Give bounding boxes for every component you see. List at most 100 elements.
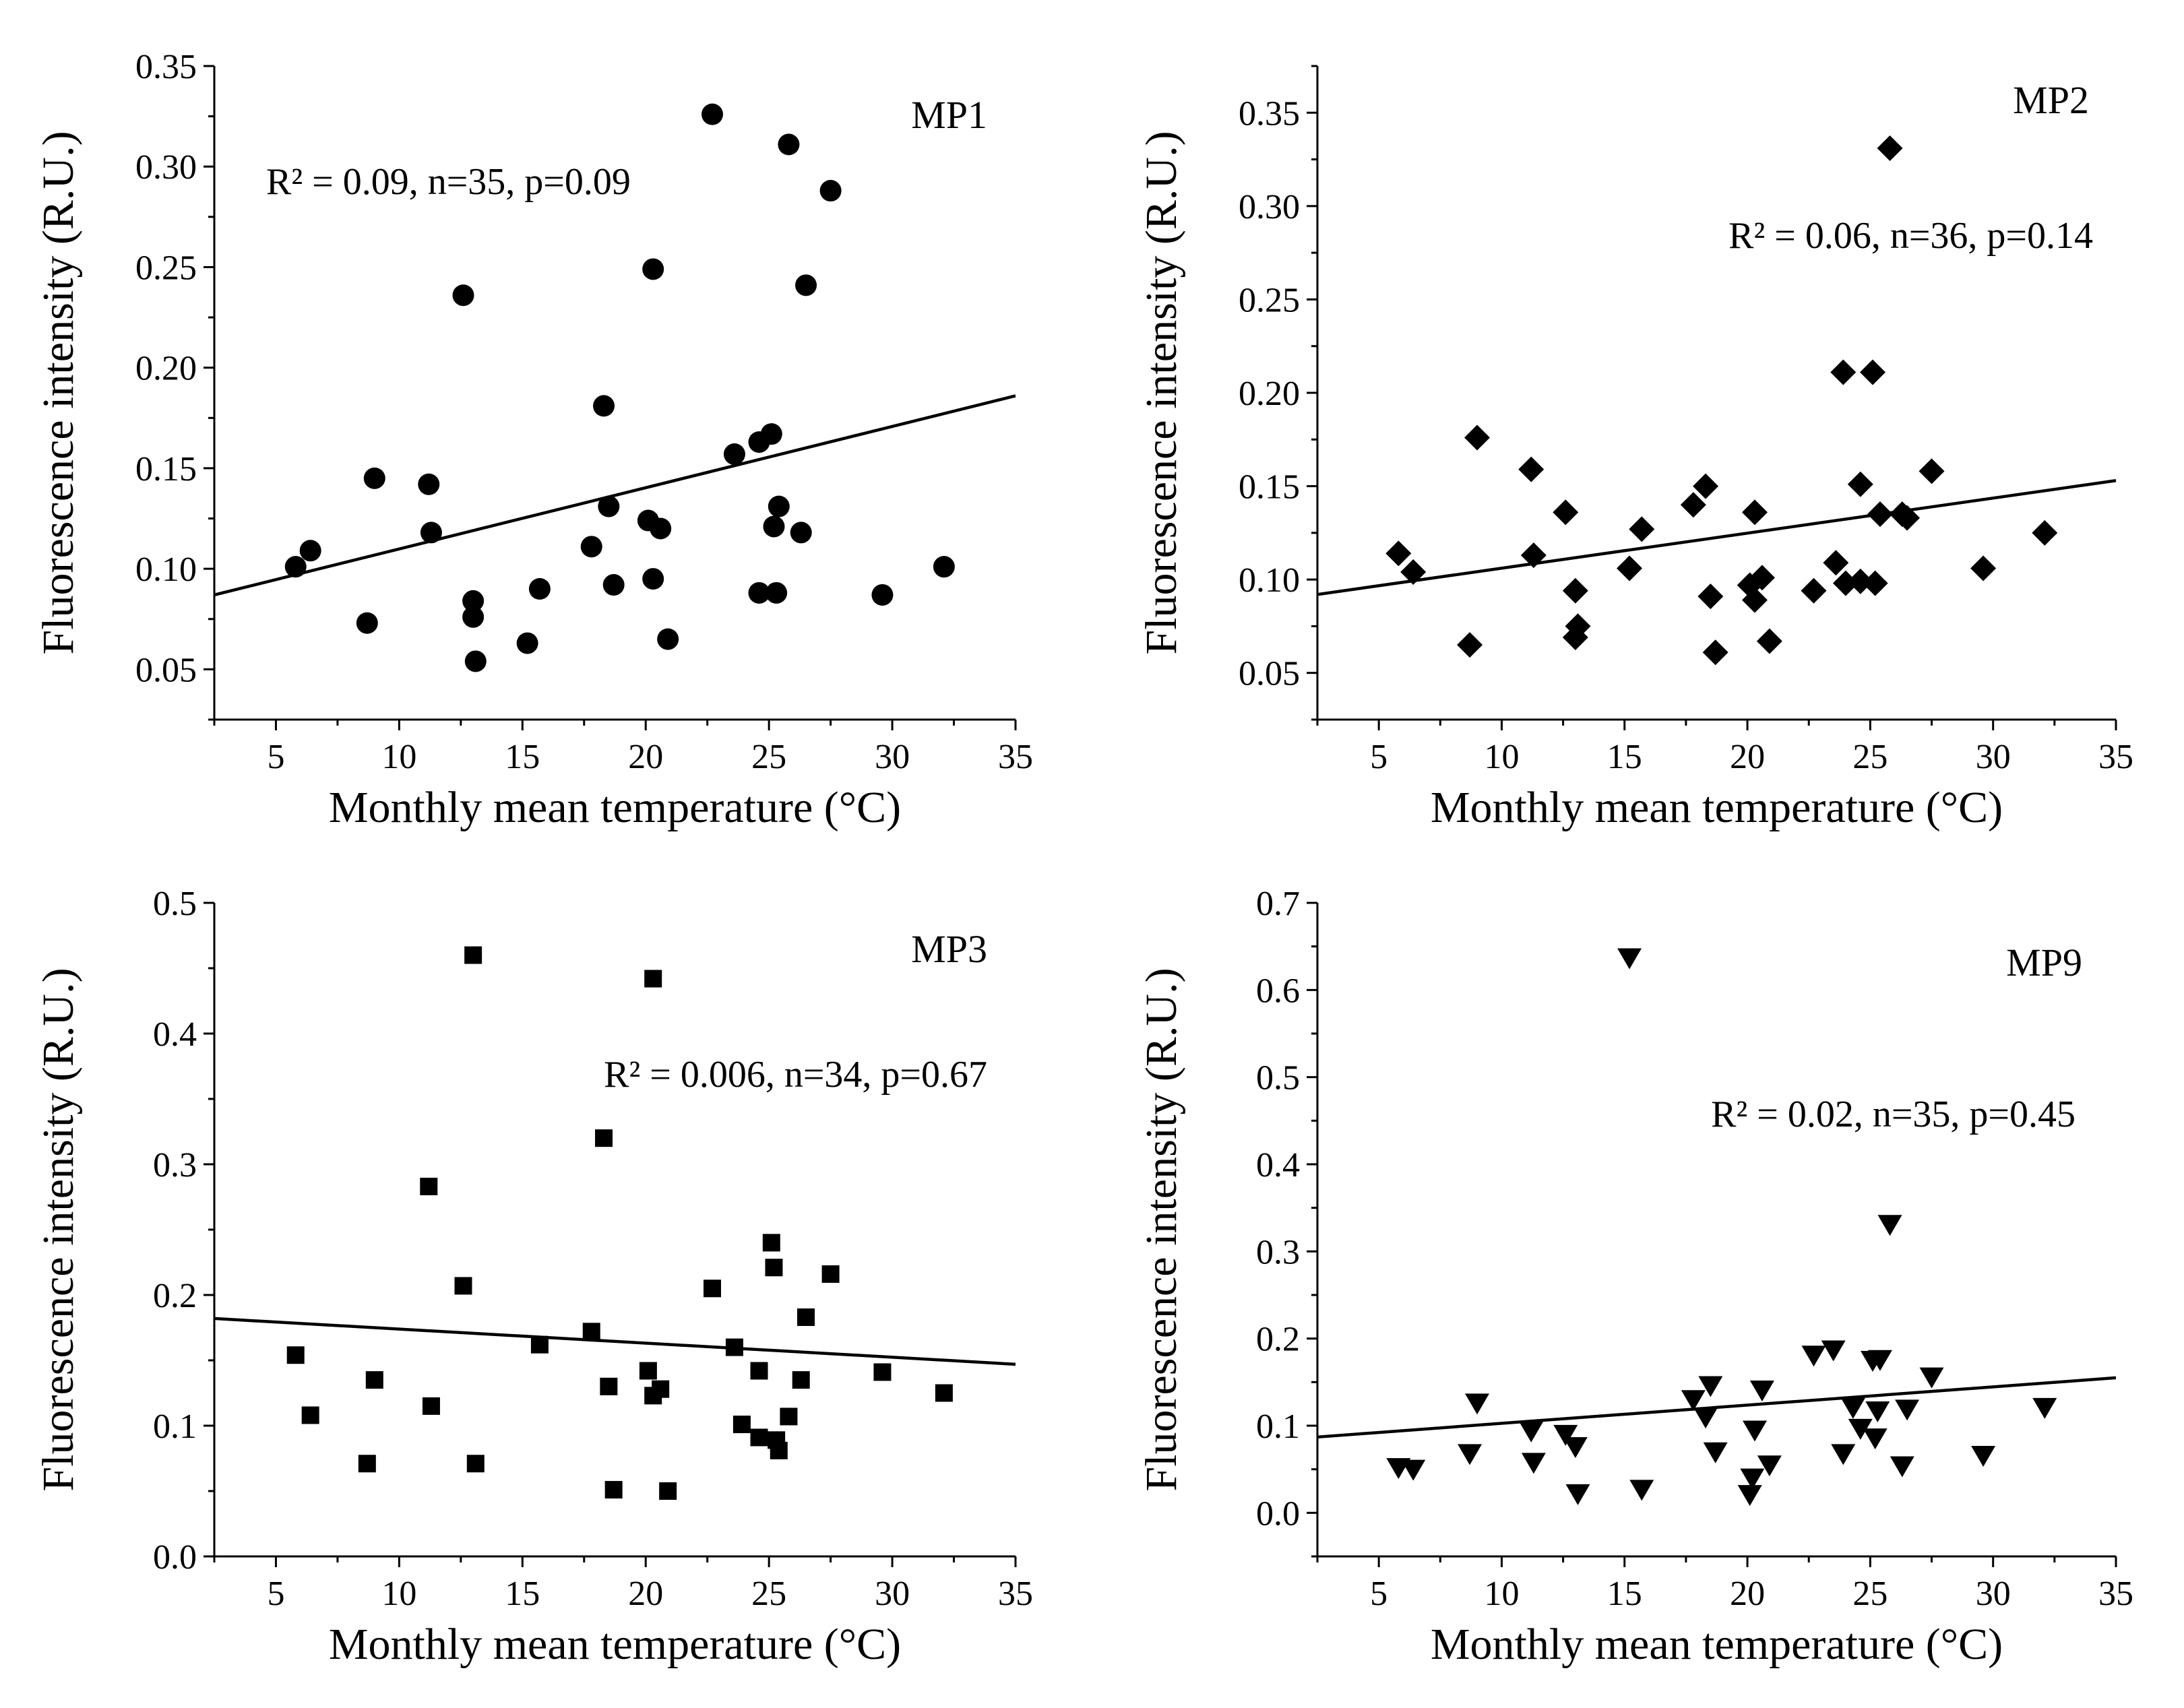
data-point	[358, 1455, 376, 1473]
data-point	[595, 1129, 613, 1147]
data-point	[1840, 1397, 1865, 1419]
data-point	[1830, 359, 1857, 385]
data-point	[792, 1371, 810, 1389]
panel-mp3: 5 10 15 20 25 30 35 0.0 0.1 0.2 0.3 0.4 0.5 Monthly m…	[34, 885, 1033, 1669]
data-point	[748, 581, 770, 604]
data-point	[1749, 1380, 1774, 1401]
data-point	[1832, 570, 1859, 596]
x-tick-label: 20	[1730, 738, 1765, 776]
data-point	[750, 1362, 768, 1380]
y-tick-label: 0.3	[153, 1146, 197, 1184]
data-point	[770, 1441, 788, 1459]
panel-label: MP1	[911, 93, 987, 137]
y-tick-label: 0.15	[135, 450, 197, 488]
data-point	[582, 1323, 600, 1341]
x-tick-label: 15	[505, 738, 540, 776]
x-tick-label: 15	[1607, 1575, 1642, 1613]
data-point	[1895, 1399, 1920, 1421]
x-tick-label: 20	[628, 1575, 663, 1613]
data-point	[2032, 1397, 2057, 1419]
data-point	[1756, 628, 1782, 654]
panel-label: MP2	[2013, 78, 2089, 122]
data-point	[580, 536, 602, 558]
x-tick-label: 25	[751, 1575, 786, 1613]
data-point	[1918, 458, 1945, 484]
data-point	[1821, 1340, 1846, 1362]
data-point	[935, 1384, 953, 1402]
y-tick-label: 0.1	[153, 1407, 197, 1446]
data-point	[1681, 1390, 1706, 1412]
data-point	[286, 1346, 305, 1364]
x-tick-label: 5	[1370, 738, 1387, 776]
data-point	[1518, 456, 1545, 482]
data-point	[1862, 570, 1888, 596]
data-point	[650, 517, 672, 540]
data-point	[762, 1234, 780, 1252]
x-tick-label: 25	[1852, 738, 1887, 776]
data-point	[871, 583, 894, 606]
y-tick-label: 0.4	[1256, 1146, 1300, 1184]
x-tick-label: 30	[1976, 738, 2011, 776]
x-tick-label: 20	[628, 738, 663, 776]
x-tick-label: 25	[1852, 1575, 1887, 1613]
data-point	[1742, 587, 1768, 613]
data-point	[1847, 568, 1873, 594]
data-point	[760, 423, 782, 445]
x-axis-title: Monthly mean temperature (°C)	[1431, 783, 2003, 832]
data-point	[466, 1455, 485, 1473]
data-point	[418, 473, 440, 495]
regression-stats: R² = 0.02, n=35, p=0.45	[1711, 1094, 2076, 1135]
data-point	[1693, 1407, 1718, 1429]
y-tick-label: 0.0	[153, 1538, 197, 1577]
data-point	[766, 581, 788, 604]
data-point	[1457, 632, 1483, 658]
data-point	[1565, 613, 1591, 639]
regression-line	[214, 394, 1016, 597]
x-tick-label: 15	[505, 1575, 540, 1613]
y-tick-label: 0.2	[153, 1277, 197, 1315]
y-axis-title: Fluorescence intensity (R.U.)	[1137, 131, 1186, 654]
data-point	[1743, 1420, 1768, 1442]
y-tick-label: 0.05	[1239, 655, 1300, 693]
data-point	[644, 970, 662, 988]
x-tick-label: 10	[1484, 1575, 1519, 1613]
data-point	[1890, 1456, 1914, 1478]
data-point	[1860, 359, 1886, 385]
x-tick-label: 30	[875, 738, 910, 776]
data-point	[704, 1279, 722, 1298]
data-point	[1801, 1346, 1826, 1367]
data-point	[1385, 540, 1412, 567]
data-point	[657, 628, 679, 650]
data-point	[1919, 1367, 1944, 1389]
data-point	[642, 568, 664, 590]
data-point	[1629, 1480, 1654, 1501]
x-tick-label: 25	[751, 738, 786, 776]
x-tick-label: 5	[1370, 1575, 1387, 1613]
data-point	[452, 284, 474, 307]
data-point	[1749, 565, 1775, 591]
data-point	[1698, 1376, 1723, 1397]
data-point	[1697, 583, 1724, 610]
data-point	[780, 1407, 798, 1426]
data-point	[1553, 499, 1579, 526]
data-point	[790, 521, 812, 544]
x-tick-label: 35	[2098, 1575, 2133, 1613]
data-point	[723, 443, 745, 466]
y-tick-label: 0.05	[135, 651, 197, 689]
data-point	[1971, 1445, 1996, 1467]
y-tick-label: 0.6	[1256, 972, 1300, 1010]
data-point	[604, 1481, 623, 1499]
data-point	[299, 540, 321, 562]
regression-stats: R² = 0.006, n=34, p=0.67	[604, 1054, 987, 1096]
data-point	[516, 632, 538, 654]
x-tick-label: 5	[267, 738, 284, 776]
data-point	[420, 1177, 438, 1195]
y-tick-label: 0.0	[1256, 1494, 1300, 1533]
data-point	[528, 578, 551, 600]
x-tick-label: 20	[1730, 1575, 1765, 1613]
x-tick-label: 10	[381, 738, 416, 776]
x-tick-label: 10	[1484, 738, 1519, 776]
data-point	[422, 1397, 440, 1415]
data-point	[750, 1428, 768, 1447]
data-point	[1831, 1444, 1856, 1465]
